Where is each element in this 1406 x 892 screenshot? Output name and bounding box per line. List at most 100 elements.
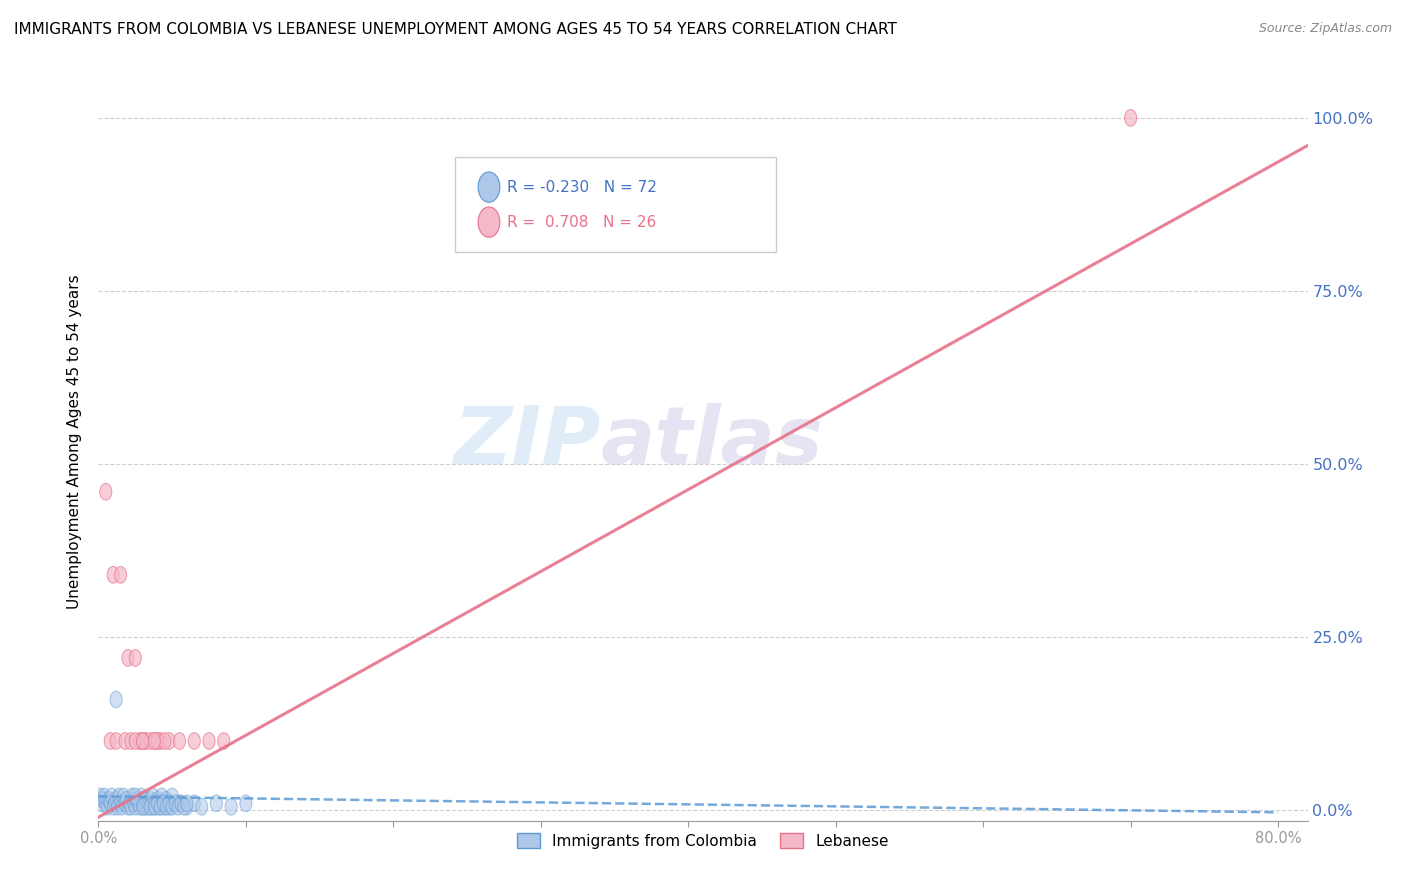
Ellipse shape bbox=[149, 798, 160, 815]
Ellipse shape bbox=[138, 798, 150, 815]
FancyBboxPatch shape bbox=[456, 157, 776, 252]
Ellipse shape bbox=[163, 795, 176, 812]
Ellipse shape bbox=[163, 798, 176, 815]
Ellipse shape bbox=[162, 795, 174, 812]
Ellipse shape bbox=[173, 795, 186, 812]
Ellipse shape bbox=[104, 795, 117, 812]
Text: IMMIGRANTS FROM COLOMBIA VS LEBANESE UNEMPLOYMENT AMONG AGES 45 TO 54 YEARS CORR: IMMIGRANTS FROM COLOMBIA VS LEBANESE UNE… bbox=[14, 22, 897, 37]
Ellipse shape bbox=[211, 795, 222, 812]
Ellipse shape bbox=[118, 788, 129, 805]
Ellipse shape bbox=[163, 732, 176, 749]
Ellipse shape bbox=[152, 791, 163, 808]
Ellipse shape bbox=[131, 791, 143, 808]
Y-axis label: Unemployment Among Ages 45 to 54 years: Unemployment Among Ages 45 to 54 years bbox=[67, 274, 83, 609]
Ellipse shape bbox=[121, 791, 132, 808]
Ellipse shape bbox=[143, 791, 156, 808]
Ellipse shape bbox=[136, 732, 149, 749]
Ellipse shape bbox=[155, 732, 166, 749]
Ellipse shape bbox=[101, 798, 114, 815]
Ellipse shape bbox=[96, 795, 107, 812]
Ellipse shape bbox=[103, 791, 115, 808]
Ellipse shape bbox=[125, 732, 136, 749]
Ellipse shape bbox=[100, 483, 112, 500]
Ellipse shape bbox=[156, 788, 167, 805]
Ellipse shape bbox=[166, 798, 179, 815]
Ellipse shape bbox=[160, 798, 173, 815]
Ellipse shape bbox=[105, 788, 118, 805]
Ellipse shape bbox=[166, 788, 179, 805]
Ellipse shape bbox=[1125, 110, 1136, 126]
Ellipse shape bbox=[478, 172, 501, 202]
Ellipse shape bbox=[120, 732, 131, 749]
Ellipse shape bbox=[136, 798, 149, 815]
Ellipse shape bbox=[122, 649, 134, 666]
Ellipse shape bbox=[141, 798, 153, 815]
Ellipse shape bbox=[136, 732, 149, 749]
Ellipse shape bbox=[114, 566, 127, 583]
Ellipse shape bbox=[139, 732, 152, 749]
Ellipse shape bbox=[143, 798, 156, 815]
Ellipse shape bbox=[108, 795, 121, 812]
Ellipse shape bbox=[134, 732, 146, 749]
Ellipse shape bbox=[150, 798, 162, 815]
Text: Source: ZipAtlas.com: Source: ZipAtlas.com bbox=[1258, 22, 1392, 36]
Ellipse shape bbox=[129, 649, 142, 666]
Ellipse shape bbox=[160, 791, 173, 808]
Ellipse shape bbox=[110, 691, 122, 708]
Ellipse shape bbox=[124, 795, 135, 812]
Ellipse shape bbox=[159, 732, 170, 749]
Ellipse shape bbox=[129, 788, 142, 805]
Ellipse shape bbox=[478, 207, 501, 237]
Ellipse shape bbox=[155, 798, 166, 815]
Ellipse shape bbox=[132, 795, 145, 812]
Ellipse shape bbox=[157, 795, 169, 812]
Ellipse shape bbox=[148, 788, 159, 805]
Text: R = -0.230   N = 72: R = -0.230 N = 72 bbox=[508, 179, 657, 194]
Ellipse shape bbox=[149, 732, 160, 749]
Ellipse shape bbox=[122, 798, 134, 815]
Ellipse shape bbox=[143, 732, 156, 749]
Ellipse shape bbox=[97, 791, 108, 808]
Ellipse shape bbox=[145, 798, 157, 815]
Ellipse shape bbox=[104, 732, 117, 749]
Ellipse shape bbox=[225, 798, 238, 815]
Ellipse shape bbox=[172, 798, 184, 815]
Ellipse shape bbox=[188, 795, 200, 812]
Ellipse shape bbox=[142, 795, 155, 812]
Ellipse shape bbox=[139, 791, 152, 808]
Ellipse shape bbox=[114, 795, 127, 812]
Ellipse shape bbox=[98, 788, 110, 805]
Ellipse shape bbox=[174, 795, 187, 812]
Ellipse shape bbox=[94, 788, 105, 805]
Ellipse shape bbox=[129, 798, 142, 815]
Ellipse shape bbox=[129, 732, 142, 749]
Ellipse shape bbox=[153, 795, 165, 812]
Ellipse shape bbox=[152, 732, 163, 749]
Ellipse shape bbox=[149, 795, 160, 812]
Ellipse shape bbox=[135, 788, 148, 805]
Ellipse shape bbox=[107, 566, 120, 583]
Ellipse shape bbox=[110, 791, 122, 808]
Ellipse shape bbox=[149, 732, 160, 749]
Ellipse shape bbox=[181, 795, 193, 812]
Ellipse shape bbox=[188, 732, 200, 749]
Ellipse shape bbox=[173, 732, 186, 749]
Ellipse shape bbox=[181, 798, 193, 815]
Ellipse shape bbox=[134, 798, 146, 815]
Ellipse shape bbox=[195, 798, 208, 815]
Ellipse shape bbox=[112, 788, 125, 805]
Ellipse shape bbox=[157, 795, 169, 812]
Ellipse shape bbox=[128, 795, 139, 812]
Ellipse shape bbox=[155, 798, 166, 815]
Ellipse shape bbox=[115, 798, 128, 815]
Ellipse shape bbox=[169, 795, 181, 812]
Ellipse shape bbox=[179, 798, 190, 815]
Ellipse shape bbox=[125, 798, 136, 815]
Ellipse shape bbox=[127, 788, 138, 805]
Ellipse shape bbox=[111, 798, 124, 815]
Ellipse shape bbox=[159, 798, 170, 815]
Ellipse shape bbox=[100, 795, 112, 812]
Ellipse shape bbox=[152, 795, 163, 812]
Text: atlas: atlas bbox=[600, 402, 823, 481]
Ellipse shape bbox=[120, 795, 131, 812]
